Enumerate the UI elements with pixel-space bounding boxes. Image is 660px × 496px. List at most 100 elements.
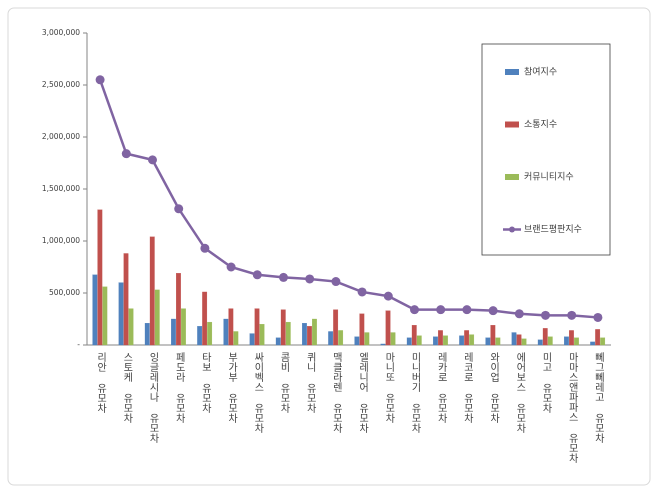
line-point xyxy=(279,272,288,282)
bar xyxy=(443,335,448,346)
x-tick-label: 와이업 유모차 xyxy=(488,352,500,424)
x-tick-label: 미고 유모차 xyxy=(540,352,552,414)
y-tick-label: 1,500,000 xyxy=(42,184,80,193)
bar xyxy=(600,337,606,346)
legend-swatch xyxy=(505,69,519,75)
x-tick-label: 스토케 유모차 xyxy=(121,352,133,424)
bar xyxy=(385,310,391,346)
x-tick-label: 맥클라렌 유모차 xyxy=(330,352,342,434)
bar xyxy=(459,335,465,346)
bar xyxy=(416,335,422,346)
bar xyxy=(233,331,239,346)
legend-label: 커뮤니티지수 xyxy=(524,172,574,183)
bar xyxy=(207,321,213,346)
x-tick-label: 마니또 유모차 xyxy=(383,352,395,424)
legend-marker xyxy=(509,226,515,233)
bar xyxy=(516,334,522,346)
bar xyxy=(469,334,475,346)
legend-label: 브랜드평판지수 xyxy=(524,224,582,235)
bar xyxy=(302,323,307,346)
bar xyxy=(249,333,255,346)
bar xyxy=(354,336,360,346)
legend-swatch xyxy=(505,174,519,180)
bar xyxy=(128,308,134,346)
y-tick-label: 2,000,000 xyxy=(42,132,80,141)
bar xyxy=(333,309,339,346)
bar xyxy=(275,337,281,346)
bar xyxy=(176,273,181,346)
line-point xyxy=(410,305,419,315)
bar xyxy=(359,313,365,346)
x-tick-label: 부가부 유모차 xyxy=(226,352,238,424)
bar xyxy=(154,289,160,346)
bar xyxy=(511,332,517,346)
bar xyxy=(569,330,574,346)
bar xyxy=(123,253,129,346)
x-tick-label: 싸이벡스 유모차 xyxy=(252,352,264,434)
bar xyxy=(406,337,412,346)
x-tick-label: 콤비 유모차 xyxy=(278,352,290,414)
bar xyxy=(547,336,553,346)
x-tick-label: 퀴니 유모차 xyxy=(304,352,316,414)
x-tick-label: 레코로 유모차 xyxy=(461,352,473,424)
bar xyxy=(92,274,98,346)
x-tick-label: 에어보스 유모차 xyxy=(514,352,526,434)
legend-label: 소통지수 xyxy=(524,119,557,130)
y-tick-label: 3,000,000 xyxy=(42,28,80,37)
y-tick-label: 1,000,000 xyxy=(42,236,80,245)
bar xyxy=(464,330,470,346)
bar xyxy=(485,337,491,346)
bar xyxy=(171,318,176,346)
bar xyxy=(495,337,501,346)
x-tick-label: 엘레니어 유모차 xyxy=(357,351,369,434)
bar xyxy=(380,343,386,346)
bar xyxy=(364,332,370,346)
bar xyxy=(521,338,527,346)
x-tick-label: 리안 유모차 xyxy=(95,352,107,414)
bar xyxy=(312,318,317,346)
x-tick-label: 잉글레시나 유모차 xyxy=(147,352,159,444)
line-point xyxy=(305,274,315,284)
bar xyxy=(97,209,103,346)
bar xyxy=(338,330,344,346)
y-tick-label: 500,000 xyxy=(49,288,80,297)
bar xyxy=(118,282,124,346)
line-point xyxy=(462,305,472,315)
x-tick-label: 마마스앤파파스 유모차 xyxy=(566,352,578,464)
bar xyxy=(254,308,260,346)
bar xyxy=(537,339,543,346)
line-point xyxy=(357,287,367,297)
line-point xyxy=(488,306,498,316)
line-point xyxy=(331,277,341,287)
x-tick-label: 뻬그뻬레고 유모차 xyxy=(592,352,604,444)
bar xyxy=(285,321,291,346)
bar xyxy=(223,318,229,346)
bar xyxy=(280,309,286,346)
line-point xyxy=(567,310,577,320)
bar xyxy=(259,324,265,346)
bar xyxy=(102,286,108,346)
line-point xyxy=(226,262,236,272)
bar xyxy=(490,325,496,346)
bar xyxy=(564,336,569,346)
line-point xyxy=(95,75,105,85)
line-point xyxy=(121,149,131,159)
legend-box xyxy=(481,43,611,256)
bar xyxy=(307,326,312,346)
line-point xyxy=(252,270,262,280)
bar xyxy=(411,325,417,346)
bar xyxy=(574,337,579,346)
bar xyxy=(390,332,396,346)
line-point xyxy=(436,305,446,315)
x-tick-label: 미니버기 유모차 xyxy=(409,352,421,434)
bar xyxy=(181,308,186,346)
bar xyxy=(590,341,596,346)
bar xyxy=(228,308,234,346)
legend-label: 참여지수 xyxy=(524,66,557,78)
bar xyxy=(328,331,334,346)
line-point xyxy=(593,312,603,322)
bar xyxy=(144,323,150,346)
line-point xyxy=(148,155,157,165)
line-point xyxy=(174,204,184,214)
